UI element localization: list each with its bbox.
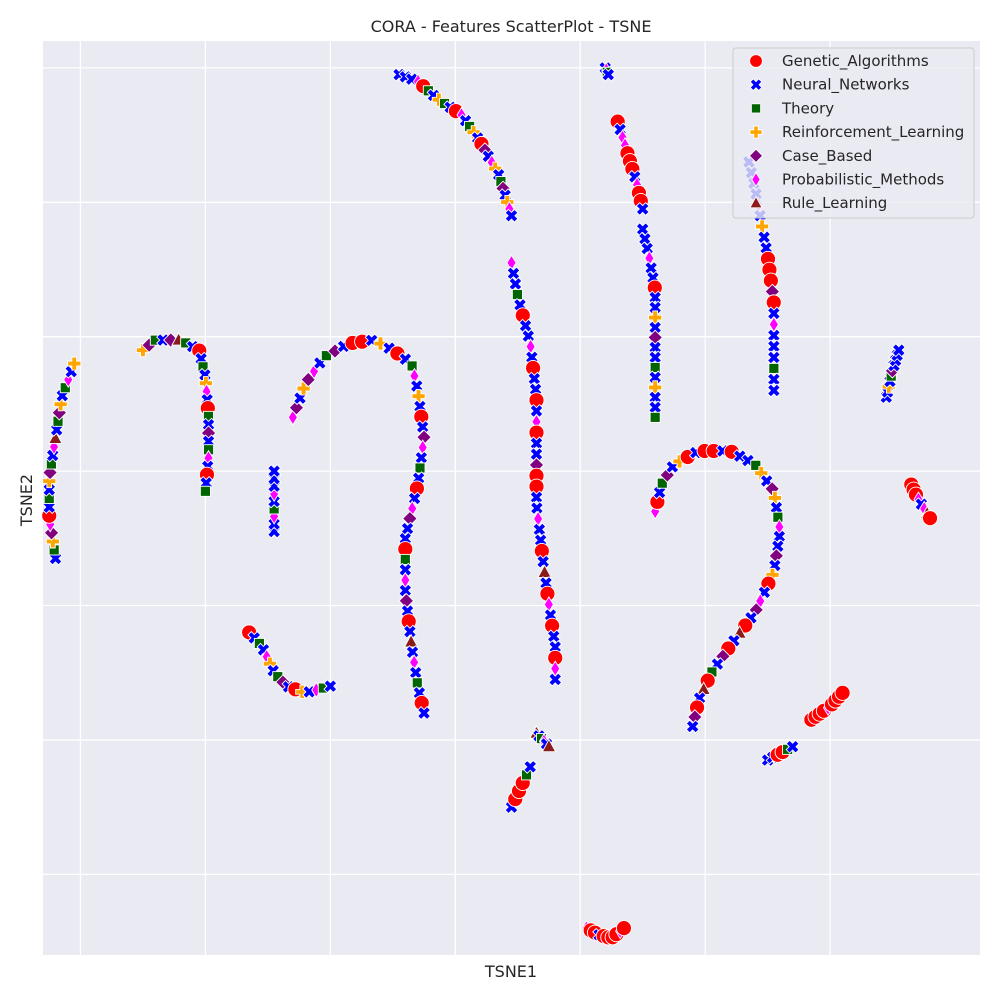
point-6-16 — [528, 424, 545, 441]
point-12-14 — [649, 361, 661, 373]
legend-marker-5 — [751, 171, 761, 188]
point-0-2 — [45, 534, 60, 549]
legend-marker-1 — [749, 78, 763, 92]
legend-marker-3 — [749, 125, 763, 139]
point-6-13 — [528, 392, 545, 409]
point-13-21 — [766, 383, 781, 398]
cluster-17 — [879, 343, 906, 405]
scatter-points — [41, 60, 939, 946]
legend-label-5: Probabilistic_Methods — [782, 171, 944, 190]
grid-lines — [43, 41, 980, 955]
point-1-25 — [199, 485, 211, 497]
point-10-3 — [601, 67, 616, 82]
point-13-13 — [765, 294, 782, 311]
point-6-29 — [537, 564, 552, 578]
point-14-2 — [652, 485, 667, 500]
point-4-43 — [402, 624, 417, 639]
point-0-12 — [45, 448, 60, 463]
point-6-28 — [536, 554, 551, 569]
point-6-7 — [521, 329, 536, 344]
cluster-12 — [635, 222, 664, 423]
point-4-51 — [417, 706, 432, 721]
point-14-37 — [715, 648, 731, 665]
point-0-23 — [67, 356, 82, 371]
point-0-10 — [42, 464, 58, 481]
legend-label-6: Rule_Learning — [782, 194, 887, 213]
point-8-5 — [523, 759, 538, 774]
point-14-21 — [772, 511, 784, 523]
point-4-48 — [411, 677, 423, 689]
chart-title: CORA - Features ScatterPlot - TSNE — [371, 17, 652, 36]
point-4-37 — [398, 562, 413, 577]
point-4-39 — [398, 583, 413, 598]
legend-marker-4 — [748, 148, 764, 164]
legend-marker-2 — [750, 103, 762, 114]
legend-label-1: Neural_Networks — [782, 76, 910, 95]
cluster-6 — [506, 254, 564, 687]
point-14-4 — [659, 467, 676, 483]
legend-label-4: Case_Based — [782, 147, 872, 166]
legend-label-3: Reinforcement_Learning — [782, 123, 964, 142]
point-4-1 — [288, 399, 305, 416]
cluster-9 — [581, 919, 632, 946]
legend-label-0: Genetic_Algorithms — [782, 52, 929, 71]
point-6-14 — [529, 403, 544, 418]
point-13-19 — [768, 362, 780, 374]
point-14-45 — [685, 719, 700, 734]
point-12-19 — [649, 411, 661, 423]
y-axis-label: TSNE2 — [17, 474, 36, 527]
point-6-3 — [511, 289, 523, 301]
point-16-8 — [834, 684, 851, 701]
point-4-45 — [405, 645, 420, 660]
legend-box — [732, 47, 975, 219]
point-5-27 — [504, 208, 519, 223]
point-13-14 — [766, 306, 781, 321]
cluster-10 — [598, 60, 616, 82]
point-0-18 — [53, 397, 68, 412]
cluster-7 — [529, 725, 557, 753]
point-12-8 — [648, 300, 663, 315]
point-6-23 — [529, 501, 544, 516]
cluster-3 — [267, 464, 282, 539]
point-9-9 — [615, 920, 632, 937]
point-4-13 — [373, 336, 388, 351]
point-4-27 — [414, 462, 426, 474]
point-4-7 — [320, 350, 332, 362]
cluster-18 — [903, 476, 939, 527]
legend-marker-6 — [749, 195, 763, 209]
cluster-1 — [135, 331, 217, 497]
cluster-16 — [803, 684, 851, 728]
point-17-9 — [891, 343, 906, 358]
cluster-11 — [609, 113, 650, 217]
point-14-3 — [656, 477, 668, 489]
point-6-21 — [528, 478, 545, 495]
point-7-5 — [541, 738, 557, 753]
point-4-36 — [399, 553, 411, 565]
cluster-14 — [649, 442, 787, 734]
cluster-15 — [760, 739, 800, 768]
point-0-14 — [48, 430, 63, 444]
legend-label-2: Theory — [781, 99, 834, 117]
point-11-11 — [635, 202, 650, 217]
point-4-3 — [296, 381, 311, 396]
cluster-5 — [392, 67, 519, 223]
legend-marker-0 — [749, 54, 763, 68]
point-18-7 — [922, 510, 939, 527]
legend: Genetic_Algorithms Neural_Networks Theory R… — [732, 47, 975, 219]
x-axis-label: TSNE1 — [484, 962, 537, 981]
point-4-17 — [406, 360, 418, 372]
point-2-15 — [323, 679, 338, 694]
cluster-0 — [41, 356, 82, 566]
point-6-39 — [548, 672, 563, 687]
cluster-4 — [287, 333, 432, 721]
point-0-3 — [43, 525, 60, 541]
point-15-5 — [785, 739, 800, 754]
cluster-2 — [241, 624, 338, 699]
point-3-8 — [267, 464, 282, 479]
point-4-23 — [415, 419, 430, 434]
cluster-8 — [504, 759, 538, 815]
point-12-15 — [648, 370, 663, 385]
